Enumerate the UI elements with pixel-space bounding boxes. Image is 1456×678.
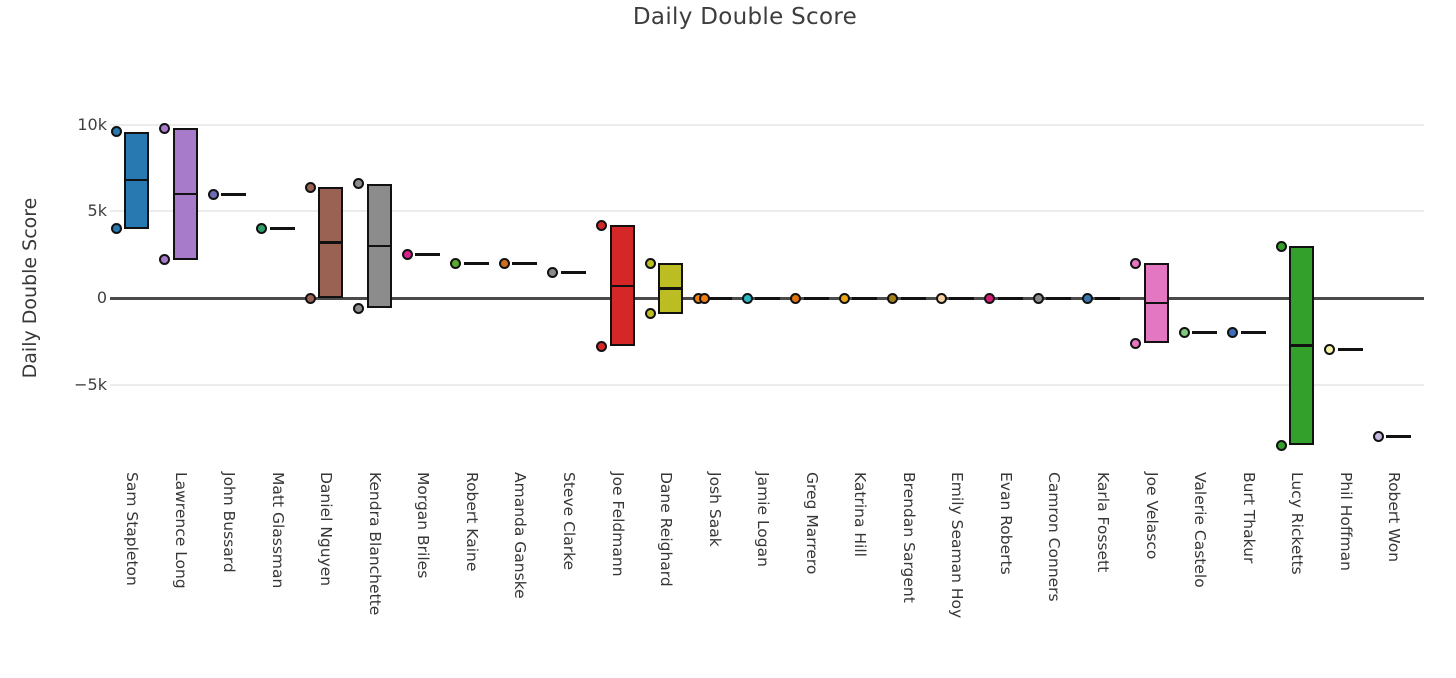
data-point[interactable] xyxy=(1130,257,1142,269)
x-tick-label: Dane Reighard xyxy=(657,472,676,587)
x-tick-label: Greg Marrero xyxy=(802,472,821,575)
median-line xyxy=(320,241,342,244)
median-line[interactable] xyxy=(852,296,878,300)
y-tick-label: −5k xyxy=(74,374,107,394)
median-line[interactable] xyxy=(949,296,975,300)
data-point[interactable] xyxy=(1275,240,1287,252)
x-tick-label: Lucy Ricketts xyxy=(1288,472,1307,575)
data-point[interactable] xyxy=(401,249,413,261)
data-point[interactable] xyxy=(353,178,365,190)
median-line xyxy=(660,287,682,290)
y-tick-label: 0 xyxy=(96,288,107,307)
data-point[interactable] xyxy=(984,292,996,304)
x-tick-label: Matt Glassman xyxy=(268,472,287,589)
data-point[interactable] xyxy=(1324,344,1336,356)
data-point[interactable] xyxy=(110,223,122,235)
data-point[interactable] xyxy=(935,292,947,304)
x-tick-label: Robert Won xyxy=(1385,472,1404,563)
median-line xyxy=(368,244,390,248)
median-line[interactable] xyxy=(269,227,295,231)
median-line[interactable] xyxy=(1192,331,1218,335)
chart-title: Daily Double Score xyxy=(632,4,858,30)
data-point[interactable] xyxy=(1372,431,1384,443)
data-point[interactable] xyxy=(353,302,365,314)
data-point[interactable] xyxy=(159,122,171,134)
x-tick-label: Valerie Castelo xyxy=(1191,472,1210,588)
data-point[interactable] xyxy=(887,292,899,304)
x-tick-label: Steve Clarke xyxy=(559,472,578,571)
data-point[interactable] xyxy=(1178,327,1190,339)
median-line[interactable] xyxy=(755,296,781,300)
data-point[interactable] xyxy=(207,188,219,200)
gridline xyxy=(110,123,1424,126)
x-tick-label: Emily Seaman Hoy xyxy=(948,472,967,619)
median-line[interactable] xyxy=(1046,296,1072,300)
data-point[interactable] xyxy=(450,257,462,269)
data-point[interactable] xyxy=(699,292,711,304)
x-tick-label: Lawrence Long xyxy=(171,472,190,589)
y-tick-label: 10k xyxy=(77,114,107,134)
median-line[interactable] xyxy=(1240,331,1266,335)
x-tick-label: John Bussard xyxy=(220,472,239,573)
data-point[interactable] xyxy=(741,292,753,304)
data-point[interactable] xyxy=(790,292,802,304)
median-line[interactable] xyxy=(900,296,926,300)
data-point[interactable] xyxy=(498,257,510,269)
x-tick-label: Jamie Logan xyxy=(754,472,773,567)
x-tick-label: Josh Saak xyxy=(705,472,724,547)
data-point[interactable] xyxy=(256,223,268,235)
x-tick-label: Robert Kaine xyxy=(462,472,481,572)
median-line[interactable] xyxy=(1337,348,1363,352)
data-point[interactable] xyxy=(110,126,122,138)
x-tick-label: Joe Velasco xyxy=(1142,472,1161,560)
x-tick-label: Phil Hoffman xyxy=(1336,472,1355,571)
x-tick-label: Karla Fossett xyxy=(1094,472,1112,573)
data-point[interactable] xyxy=(1275,439,1287,451)
median-line xyxy=(1291,344,1313,347)
x-tick-label: Evan Roberts xyxy=(996,472,1015,575)
x-tick-label: Brendan Sargent xyxy=(899,472,918,603)
x-tick-label: Camron Conners xyxy=(1045,472,1064,602)
data-point[interactable] xyxy=(304,181,316,193)
gridline xyxy=(110,383,1424,386)
data-point[interactable] xyxy=(1227,327,1239,339)
median-line[interactable] xyxy=(560,270,586,274)
x-tick-label: Joe Feldmann xyxy=(608,472,627,577)
data-point[interactable] xyxy=(1081,292,1093,304)
data-point[interactable] xyxy=(644,257,656,269)
median-line xyxy=(126,178,147,182)
median-line[interactable] xyxy=(803,296,829,300)
median-line[interactable] xyxy=(1095,296,1120,300)
data-point[interactable] xyxy=(838,292,850,304)
y-tick-label: 5k xyxy=(87,201,107,221)
median-line xyxy=(611,284,633,288)
x-tick-label: Sam Stapleton xyxy=(123,472,141,586)
median-line[interactable] xyxy=(512,261,538,265)
median-line[interactable] xyxy=(997,296,1023,300)
data-point[interactable] xyxy=(1130,337,1142,349)
x-tick-label: Katrina Hill xyxy=(851,472,870,557)
x-tick-label: Kendra Blanchette xyxy=(365,472,384,616)
median-line[interactable] xyxy=(1386,435,1412,439)
x-tick-label: Burt Thakur xyxy=(1239,472,1258,564)
median-line[interactable] xyxy=(706,296,732,300)
median-line[interactable] xyxy=(415,253,441,257)
data-point[interactable] xyxy=(304,292,316,304)
x-tick-label: Daniel Nguyen xyxy=(317,472,336,587)
data-point[interactable] xyxy=(159,254,171,266)
x-tick-label: Morgan Briles xyxy=(414,472,433,579)
data-point[interactable] xyxy=(1032,292,1044,304)
data-point[interactable] xyxy=(596,219,607,231)
gridline xyxy=(110,210,1424,213)
data-point[interactable] xyxy=(547,266,559,278)
x-tick-label: Amanda Ganske xyxy=(511,472,530,599)
median-line[interactable] xyxy=(221,192,247,196)
data-point[interactable] xyxy=(596,340,607,352)
median-line xyxy=(1145,301,1167,305)
median-line[interactable] xyxy=(463,261,489,265)
median-line xyxy=(174,192,196,196)
data-point[interactable] xyxy=(644,308,656,320)
